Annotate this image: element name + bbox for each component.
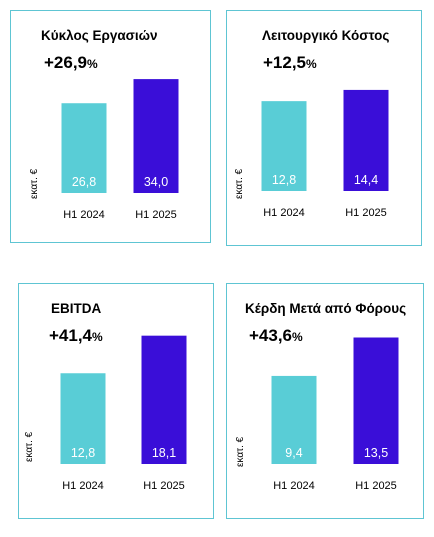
bar-h1-2025 [353, 337, 399, 464]
bar-chart: 12,8 H1 2024 14,4 H1 2025 [261, 89, 389, 219]
bar-value-label: 34,0 [144, 175, 168, 189]
x-tick-label: H1 2025 [143, 480, 185, 492]
x-tick-label: H1 2024 [273, 480, 315, 492]
bar-chart: 26,8 H1 2024 34,0 H1 2025 [61, 79, 179, 221]
bar-value-label: 26,8 [72, 175, 96, 189]
x-tick-label: H1 2025 [355, 480, 397, 492]
bar-h1-2024 [60, 373, 106, 464]
chart-panel-net-profit: Κέρδη Μετά από Φόρους +43,6% εκατ. € 9,4… [226, 283, 424, 519]
bar-value-label: 12,8 [71, 446, 95, 460]
change-percent: +26,9% [44, 53, 98, 72]
x-tick-label: H1 2024 [263, 207, 305, 219]
bar-value-label: 13,5 [364, 446, 388, 460]
chart-title: Κέρδη Μετά από Φόρους [245, 301, 407, 316]
chart-title: Κύκλος Εργασιών [41, 28, 158, 43]
bar-value-label: 12,8 [272, 173, 296, 187]
bar-h1-2025 [133, 79, 179, 193]
x-tick-label: H1 2025 [345, 207, 387, 219]
bar-value-label: 14,4 [354, 173, 378, 187]
chart-panel-revenue: Κύκλος Εργασιών +26,9% εκατ. € 26,8 H1 20… [10, 10, 211, 243]
chart-title: EBITDA [51, 301, 102, 316]
bar-value-label: 9,4 [285, 446, 302, 460]
chart-title: Λειτουργικό Κόστος [262, 28, 390, 43]
chart-panel-ebitda: EBITDA +41,4% εκατ. € 12,8 H1 2024 18,1 H1 … [18, 283, 214, 519]
change-percent: +41,4% [49, 326, 103, 345]
bar-chart: 12,8 H1 2024 18,1 H1 2025 [60, 335, 187, 492]
bar-h1-2025 [343, 89, 389, 191]
bar-h1-2024 [61, 103, 107, 193]
x-tick-label: H1 2025 [135, 209, 177, 221]
bar-h1-2025 [141, 335, 187, 464]
bar-value-label: 18,1 [152, 446, 176, 460]
x-tick-label: H1 2024 [62, 480, 104, 492]
x-tick-label: H1 2024 [63, 209, 105, 221]
bar-h1-2024 [261, 101, 307, 191]
change-percent: +43,6% [249, 326, 303, 345]
bar-h1-2024 [271, 375, 317, 464]
change-percent: +12,5% [263, 53, 317, 72]
bar-chart: 9,4 H1 2024 13,5 H1 2025 [271, 337, 399, 492]
chart-panel-operating-cost: Λειτουργικό Κόστος +12,5% εκατ. € 12,8 H1… [226, 10, 422, 246]
